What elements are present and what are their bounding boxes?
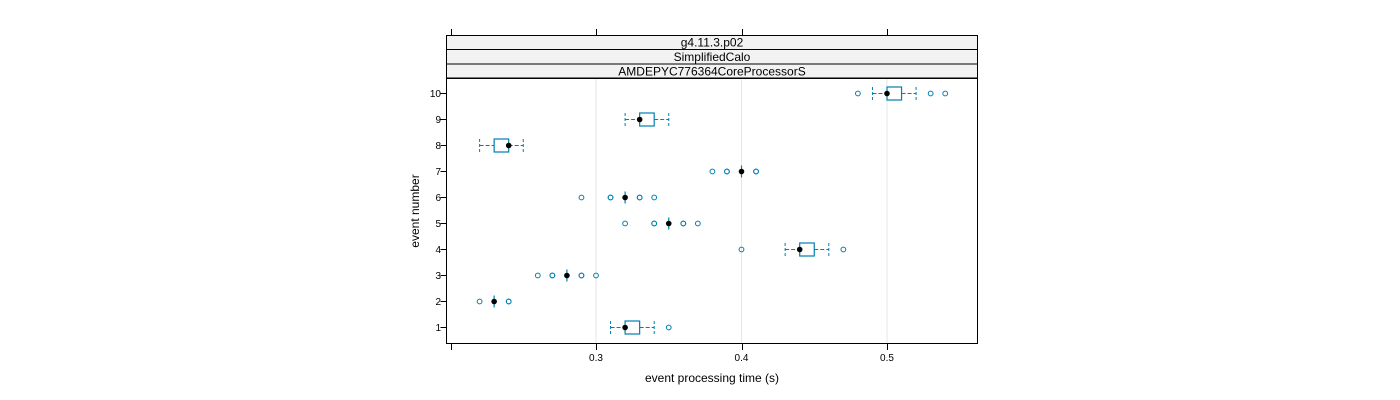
outlier-7-0	[709, 168, 716, 175]
box-event-4	[738, 242, 847, 257]
median-dot-6	[622, 194, 628, 201]
strip-headers: g4.11.3.p02 SimplifiedCalo AMDEPYC776364…	[446, 35, 978, 79]
box-event-9	[624, 112, 670, 127]
outlier-4-0	[738, 246, 745, 253]
y-tick-label-2: 2	[435, 297, 441, 308]
outlier-3-2	[549, 272, 556, 279]
median-dot-3	[564, 272, 570, 279]
median-dot-5	[665, 220, 672, 227]
strip-2-label: SimplifiedCalo	[674, 50, 751, 64]
outlier-6-5	[651, 194, 658, 201]
median-dot-9	[636, 116, 643, 123]
strip-3-label: AMDEPYC776364CoreProcessorS	[618, 65, 805, 79]
panel-border	[446, 78, 978, 344]
median-dot-4	[796, 246, 803, 253]
box-event-7	[709, 165, 759, 178]
box-event-3	[534, 269, 599, 282]
x-tick-label-1: 0.4	[735, 353, 749, 364]
strip-1-label: g4.11.3.p02	[681, 36, 744, 50]
y-axis-title: event number	[408, 174, 422, 247]
outlier-6-4	[636, 194, 643, 201]
outlier-6-0	[578, 194, 585, 201]
outlier-10-1	[927, 90, 934, 97]
outlier-10-0	[855, 90, 861, 97]
y-tick-label-3: 3	[435, 271, 441, 282]
outlier-1-0	[665, 324, 672, 331]
x-tick-label-0: 0.3	[589, 353, 603, 364]
y-tick-label-10: 10	[430, 89, 442, 100]
outlier-5-0	[622, 220, 628, 227]
outlier-10-2	[942, 90, 949, 97]
boxes-layer	[476, 86, 949, 335]
y-tick-label-4: 4	[435, 245, 441, 256]
median-dot-1	[622, 324, 628, 331]
y-tick-label-1: 1	[435, 323, 441, 334]
median-dot-10	[884, 90, 890, 97]
median-dot-7	[738, 168, 745, 175]
outlier-5-2	[651, 220, 658, 227]
outlier-6-2	[607, 194, 614, 201]
x-axis-title: event processing time (s)	[645, 371, 779, 385]
y-tick-label-7: 7	[435, 167, 441, 178]
box-event-1	[610, 320, 672, 335]
outlier-3-0	[534, 272, 541, 279]
outlier-5-5	[694, 220, 701, 227]
outlier-5-4	[680, 220, 687, 227]
box-event-8	[479, 138, 524, 153]
y-tick-label-6: 6	[435, 193, 441, 204]
outlier-2-0	[476, 298, 483, 305]
y-axis: 1 2 3 4 5 6 7 8 9 10	[430, 89, 447, 334]
median-dot-8	[505, 142, 512, 149]
outlier-7-2	[724, 168, 730, 175]
grid-lines	[595, 78, 888, 344]
outlier-3-4	[578, 272, 585, 279]
box-event-2	[476, 295, 512, 308]
outlier-3-5	[593, 272, 599, 279]
x-tick-label-2: 0.5	[880, 353, 894, 364]
y-tick-label-8: 8	[435, 141, 441, 152]
box-event-6	[578, 191, 658, 204]
outlier-7-4	[753, 168, 759, 175]
y-tick-label-9: 9	[435, 115, 441, 126]
outlier-4-1	[840, 246, 847, 253]
box-event-5	[622, 217, 701, 230]
box-event-10	[855, 86, 949, 101]
median-dot-2	[491, 298, 497, 305]
outlier-2-2	[505, 298, 512, 305]
y-tick-label-5: 5	[435, 219, 441, 230]
x-axis: 0.3 0.4 0.5	[451, 29, 894, 364]
